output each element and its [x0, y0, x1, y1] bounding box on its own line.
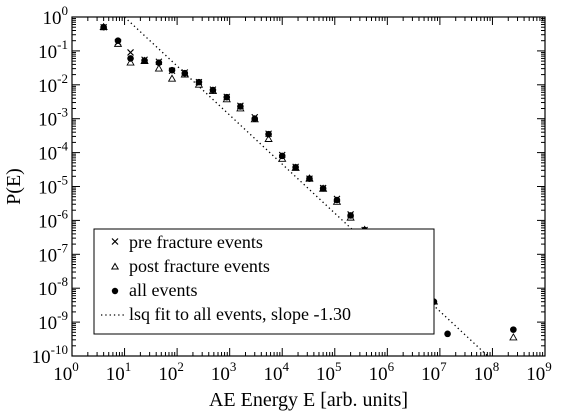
- x-tick-label: 107: [421, 359, 447, 385]
- x-tick-label: 109: [526, 359, 552, 385]
- data-point-all-events: [168, 66, 176, 74]
- x-tick-label: 104: [263, 359, 289, 385]
- legend-label-pre-fracture-events: pre fracture events: [129, 232, 263, 252]
- data-point-all-events: [223, 93, 231, 101]
- y-tick-label: 10-9: [38, 308, 68, 334]
- x-tick-label: 108: [474, 359, 500, 385]
- x-tick-label: 105: [316, 359, 342, 385]
- data-point-all-events: [265, 130, 272, 138]
- data-point-all-events: [195, 78, 203, 86]
- legend-box: [93, 228, 435, 335]
- data-point-all-events: [347, 212, 354, 219]
- data-point-pre-fracture: [127, 49, 134, 56]
- data-point-all-events: [278, 152, 286, 160]
- y-tick-label: 10-4: [38, 139, 68, 165]
- data-point-all-events: [100, 23, 107, 31]
- y-tick-label: 10-3: [38, 105, 68, 131]
- data-point-all-events: [155, 59, 163, 66]
- legend: pre fracture events post fracture events…: [93, 228, 435, 335]
- data-point-all-events: [292, 163, 299, 171]
- x-tick-label: 106: [369, 359, 395, 385]
- legend-label-post-fracture-events: post fracture events: [129, 256, 270, 276]
- data-point-all-events: [306, 175, 313, 182]
- y-tick-label: 10-7: [38, 240, 68, 266]
- data-point-all-events: [333, 196, 341, 204]
- y-tick-label: 10-6: [38, 206, 68, 232]
- y-axis-label: P(E): [3, 168, 25, 205]
- data-point-all-events: [510, 326, 517, 333]
- y-tick-label: 100: [43, 3, 69, 29]
- legend-label-all-events: all events: [129, 280, 197, 300]
- y-tick-label: 10-5: [38, 173, 68, 199]
- data-point-all-events: [319, 185, 327, 192]
- data-point-post-fracture: [167, 74, 177, 82]
- data-point-all-events: [209, 86, 217, 94]
- fit-line: [124, 17, 489, 356]
- data-point-all-events: [458, 366, 465, 373]
- data-point-post-fracture: [154, 64, 164, 72]
- x-tick-label: 103: [211, 359, 237, 385]
- y-tick-label: 10-8: [38, 274, 68, 300]
- data-point-all-events: [251, 115, 259, 122]
- plot-frame: [71, 16, 546, 357]
- data-point-all-events: [127, 55, 134, 62]
- y-tick-label: 10-10: [32, 342, 68, 368]
- data-point-all-events: [444, 330, 451, 338]
- x-tick-label: 102: [158, 359, 184, 385]
- axes: 100 101 102 103 104 105 106 107 108 109 100 10-1 10-…: [32, 3, 552, 385]
- data-point-all-events: [114, 37, 122, 44]
- data-point-post-fracture: [126, 58, 135, 66]
- data-point-all-events: [141, 57, 148, 64]
- data-point-post-fracture: [264, 134, 273, 142]
- y-tick-label: 10-2: [38, 71, 68, 97]
- legend-marker-pre-fracture-events: [111, 238, 119, 245]
- data-point-post-fracture: [509, 333, 518, 341]
- data-point-all-events: [237, 103, 244, 110]
- legend-marker-post-fracture-events: [110, 262, 120, 270]
- legend-marker-all-events: [111, 287, 119, 295]
- data-point-all-events: [181, 69, 189, 77]
- x-tick-label: 100: [53, 359, 79, 385]
- x-axis-label: AE Energy E [arb. units]: [209, 389, 408, 411]
- legend-label-lsq-fit: lsq fit to all events, slope -1.30: [129, 304, 351, 324]
- series-dot: [100, 23, 517, 373]
- x-tick-label: 101: [106, 359, 132, 385]
- y-tick-label: 10-1: [38, 37, 68, 63]
